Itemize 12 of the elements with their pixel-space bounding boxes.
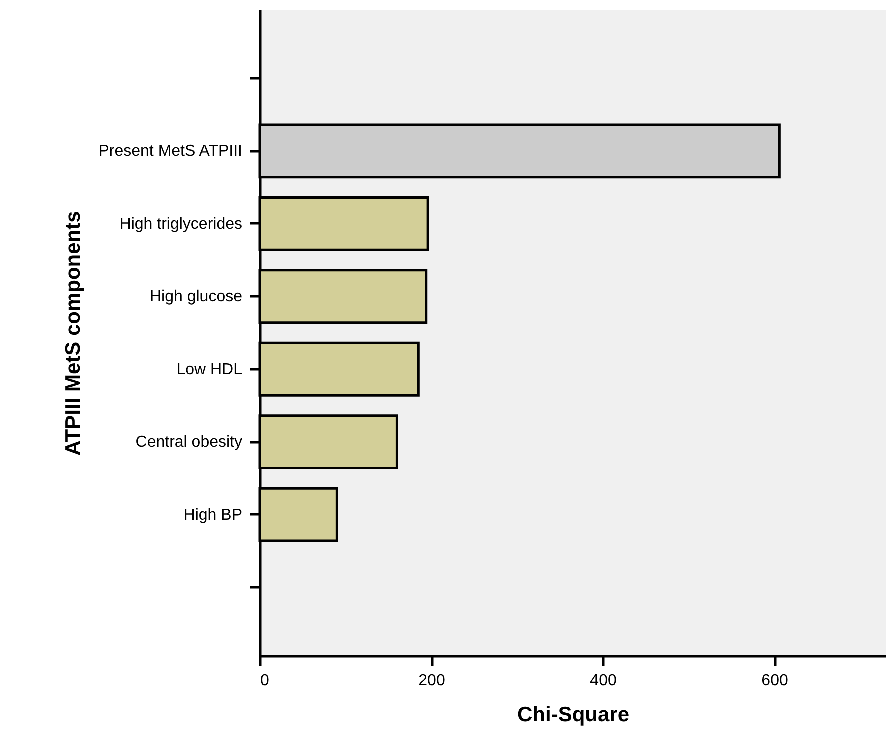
y-tick-label: Central obesity <box>136 434 242 452</box>
y-tick-label: High glucose <box>150 288 243 306</box>
y-axis-title: ATPIII MetS components <box>62 211 85 456</box>
x-tick-label: 200 <box>418 672 446 690</box>
x-tick-label: 0 <box>260 672 270 690</box>
y-tick-label: High BP <box>184 506 242 524</box>
x-tick-label: 600 <box>762 672 788 690</box>
x-tick-label: 400 <box>590 672 617 690</box>
y-tick-label: High triglycerides <box>120 216 242 233</box>
x-axis-title: Chi-Square <box>517 704 630 726</box>
y-tick-label: Present MetS ATPIII <box>98 143 242 160</box>
y-tick-label: Low HDL <box>176 361 243 378</box>
